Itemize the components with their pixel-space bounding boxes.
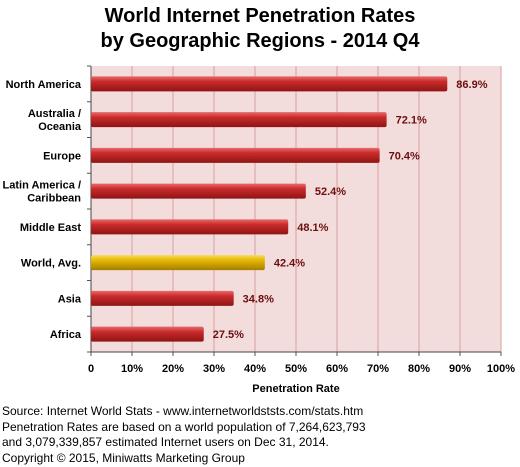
x-tick-label: 100%	[487, 363, 515, 375]
value-label: 48.1%	[297, 222, 328, 234]
x-tick-label: 50%	[285, 363, 307, 375]
value-label: 42.4%	[274, 258, 305, 270]
source-footer: Source: Internet World Stats - www.inter…	[2, 404, 518, 466]
category-label: Australia / Oceania	[28, 108, 82, 133]
x-tick-label: 40%	[244, 363, 266, 375]
footer-source-line: Source: Internet World Stats - www.inter…	[2, 404, 364, 418]
footer-copyright-line: Copyright © 2015, Miniwatts Marketing Gr…	[2, 450, 245, 465]
x-tick-label: 10%	[121, 363, 143, 375]
x-tick-label: 80%	[408, 363, 430, 375]
bar	[91, 76, 448, 92]
category-label: Middle East	[20, 222, 81, 234]
bar	[91, 219, 289, 235]
value-label: 70.4%	[389, 150, 420, 162]
footer-note-line-2: and 3,079,339,857 estimated Internet use…	[2, 435, 329, 449]
category-label-line: Latin America /	[3, 180, 81, 192]
value-label: 34.8%	[243, 293, 274, 305]
category-label-line: Oceania	[38, 121, 82, 133]
bar	[91, 112, 387, 128]
bar	[91, 290, 234, 306]
x-tick-label: 60%	[326, 363, 348, 375]
x-tick-label: 0	[88, 363, 94, 375]
bar	[91, 326, 204, 342]
x-tick-label: 70%	[367, 363, 389, 375]
x-tick-label: 20%	[162, 363, 184, 375]
value-label: 52.4%	[315, 186, 346, 198]
bar	[91, 183, 306, 199]
category-label-line: North America	[6, 79, 82, 91]
bar-highlight	[91, 255, 265, 271]
plot-area: 0 10% 20% 30% 40% 50% 60% 70% 80% 90% 100% North Am…	[3, 65, 515, 375]
chart-title-line2: by Geographic Regions - 2014 Q4	[101, 30, 421, 52]
category-label: World, Avg.	[21, 258, 81, 270]
category-label: Asia	[58, 293, 82, 305]
category-label-line: Africa	[50, 329, 82, 341]
category-label: North America	[6, 79, 82, 91]
value-label: 27.5%	[213, 329, 244, 341]
category-label-line: World, Avg.	[21, 258, 81, 270]
category-label-line: Australia /	[28, 108, 81, 120]
value-label: 72.1%	[396, 115, 427, 127]
chart-title-line1: World Internet Penetration Rates	[105, 5, 416, 27]
category-label: Latin America / Caribbean	[3, 180, 82, 205]
footer-note-line: Penetration Rates are based on a world p…	[2, 419, 366, 434]
category-label: Europe	[43, 150, 81, 162]
x-tick-label: 30%	[203, 363, 225, 375]
category-label-line: Middle East	[20, 222, 81, 234]
category-label-line: Europe	[43, 150, 81, 162]
category-label: Africa	[50, 329, 82, 341]
bar	[91, 147, 380, 163]
category-label-line: Asia	[58, 293, 82, 305]
category-label-line: Caribbean	[27, 193, 81, 205]
value-label: 86.9%	[456, 79, 487, 91]
x-tick-label: 90%	[449, 363, 471, 375]
x-axis-label: Penetration Rate	[252, 383, 339, 395]
